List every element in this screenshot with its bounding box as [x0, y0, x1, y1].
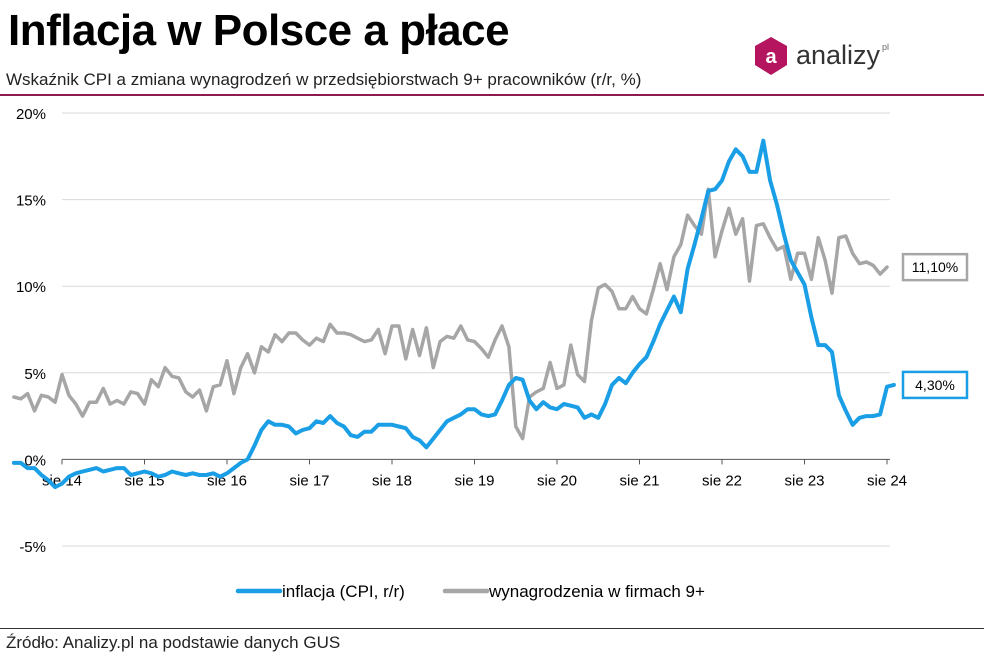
analizy-logo-icon: a: [755, 37, 787, 75]
x-tick-label: sie 21: [619, 472, 659, 489]
end-label-cpi: 4,30%: [915, 377, 955, 393]
legend-label-wages: wynagrodzenia w firmach 9+: [488, 582, 705, 601]
source-note: Źródło: Analizy.pl na podstawie danych G…: [6, 633, 341, 652]
x-tick-label: sie 18: [372, 472, 412, 489]
footer-divider: [0, 628, 984, 629]
y-tick-label: -5%: [19, 539, 46, 556]
x-tick-label: sie 20: [537, 472, 577, 489]
x-tick-label: sie 17: [289, 472, 329, 489]
end-label-box-wages: [901, 252, 969, 282]
y-tick-label: 10%: [16, 279, 46, 296]
header-divider: [0, 94, 984, 96]
series-line-cpi: [11, 138, 896, 490]
x-tick-label: sie 23: [784, 472, 824, 489]
x-tick-label: sie 24: [867, 472, 907, 489]
line-chart: -5%0%5%10%15%20%sie 14 sie 15 sie 16 sie 17…: [11, 106, 969, 601]
chart-subtitle: Wskaźnik CPI a zmiana wynagrodzeń w prze…: [6, 70, 642, 89]
y-tick-label: 15%: [16, 193, 46, 210]
legend-label-cpi: inflacja (CPI, r/r): [282, 582, 405, 601]
x-tick-label: sie 19: [454, 472, 494, 489]
y-tick-label: 20%: [16, 106, 46, 123]
svg-text:a: a: [765, 46, 777, 68]
chart-title: Inflacja w Polsce a płace: [8, 6, 510, 55]
logo-text: analizy: [796, 40, 881, 70]
end-label-box-cpi: [901, 370, 969, 400]
logo-suffix: pl: [882, 42, 890, 52]
y-tick-label: 0%: [24, 452, 46, 469]
end-label-wages: 11,10%: [912, 259, 958, 275]
series-line-wages: [12, 187, 889, 441]
analizy-logo[interactable]: a analizy pl: [752, 36, 892, 80]
y-tick-label: 5%: [24, 366, 46, 383]
x-tick-label: sie 22: [702, 472, 742, 489]
